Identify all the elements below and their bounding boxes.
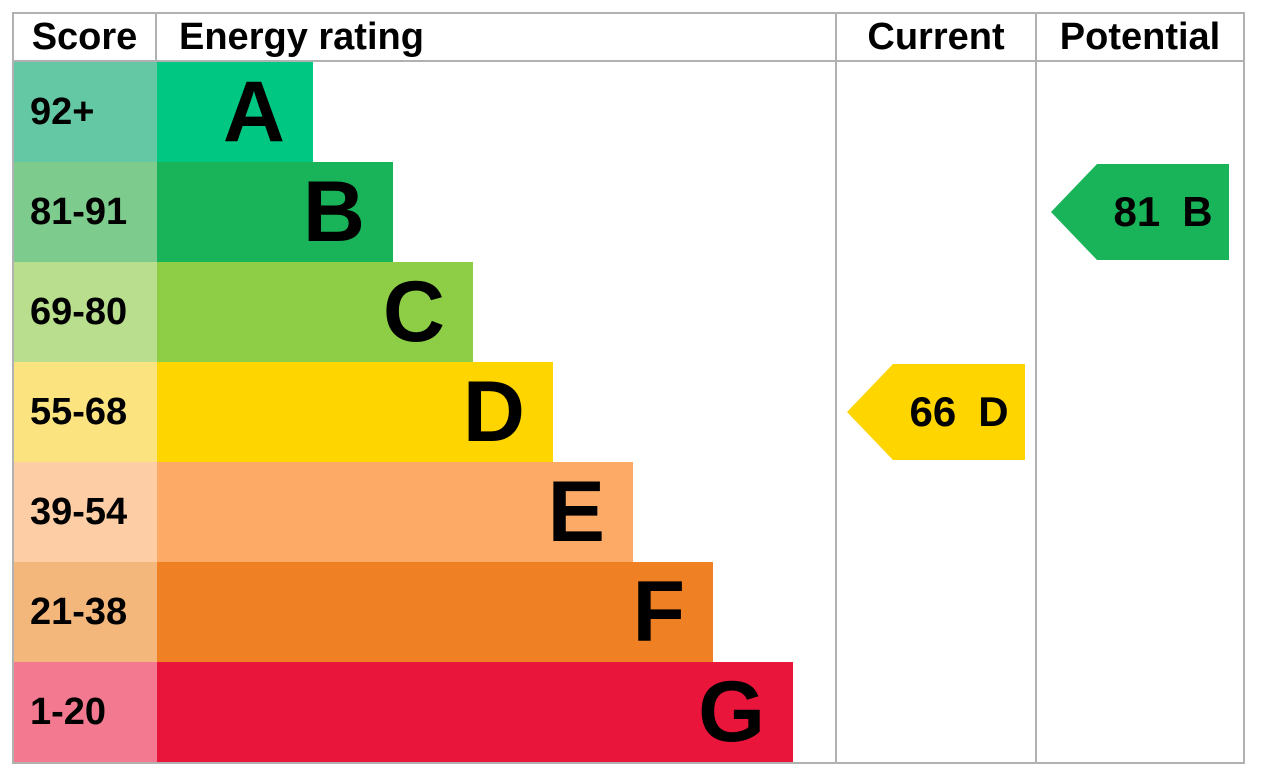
band-c-bar: C xyxy=(157,262,473,362)
potential-cell-b: 81 B xyxy=(1035,162,1243,262)
header-potential: Potential xyxy=(1035,14,1243,62)
band-g-bar: G xyxy=(157,662,793,762)
band-e-score-range: 39-54 xyxy=(14,462,157,562)
potential-score-value: 81 xyxy=(1113,188,1161,235)
band-d-letter: D xyxy=(462,364,525,460)
band-b-bar: B xyxy=(157,162,393,262)
current-cell-e xyxy=(835,462,1035,562)
potential-band-letter: B xyxy=(1182,188,1213,235)
header-energy-rating-label: Energy rating xyxy=(179,15,424,58)
potential-cell-e xyxy=(1035,462,1243,562)
header-current-label: Current xyxy=(867,15,1005,58)
band-d-score-range: 55-68 xyxy=(14,362,157,462)
potential-cell-c xyxy=(1035,262,1243,362)
band-f-letter: F xyxy=(632,564,685,660)
header-score-label: Score xyxy=(31,15,138,58)
band-e-letter: E xyxy=(547,464,605,560)
current-cell-c xyxy=(835,262,1035,362)
band-b-letter: B xyxy=(302,164,365,260)
band-a-score-range: 92+ xyxy=(14,62,157,162)
epc-rating-chart: Score Energy rating Current Potential 92… xyxy=(12,12,1245,764)
band-b-row: B xyxy=(157,162,835,262)
band-e-bar: E xyxy=(157,462,633,562)
current-cell-a xyxy=(835,62,1035,162)
band-g-score-range: 1-20 xyxy=(14,662,157,762)
potential-cell-a xyxy=(1035,62,1243,162)
current-cell-d: 66 D xyxy=(835,362,1035,462)
header-current: Current xyxy=(835,14,1035,62)
header-energy-rating: Energy rating xyxy=(157,14,835,62)
band-c-score-range: 69-80 xyxy=(14,262,157,362)
band-g-row: G xyxy=(157,662,835,762)
current-cell-f xyxy=(835,562,1035,662)
band-f-score-range: 21-38 xyxy=(14,562,157,662)
header-potential-label: Potential xyxy=(1059,15,1221,58)
potential-cell-d xyxy=(1035,362,1243,462)
potential-cell-g xyxy=(1035,662,1243,762)
potential-cell-f xyxy=(1035,562,1243,662)
band-c-letter: C xyxy=(382,264,445,360)
band-b-score-range: 81-91 xyxy=(14,162,157,262)
band-d-bar: D xyxy=(157,362,553,462)
band-g-letter: G xyxy=(698,664,765,760)
band-a-letter: A xyxy=(222,64,285,160)
band-e-row: E xyxy=(157,462,835,562)
current-rating-arrow: 66 D xyxy=(847,364,1025,460)
band-d-row: D xyxy=(157,362,835,462)
potential-rating-arrow: 81 B xyxy=(1051,164,1229,260)
header-score: Score xyxy=(14,14,157,62)
band-a-bar: A xyxy=(157,62,313,162)
band-f-row: F xyxy=(157,562,835,662)
band-f-bar: F xyxy=(157,562,713,662)
band-c-row: C xyxy=(157,262,835,362)
band-a-row: A xyxy=(157,62,835,162)
current-band-letter: D xyxy=(978,388,1009,435)
current-cell-b xyxy=(835,162,1035,262)
current-score-value: 66 xyxy=(909,388,957,435)
current-cell-g xyxy=(835,662,1035,762)
